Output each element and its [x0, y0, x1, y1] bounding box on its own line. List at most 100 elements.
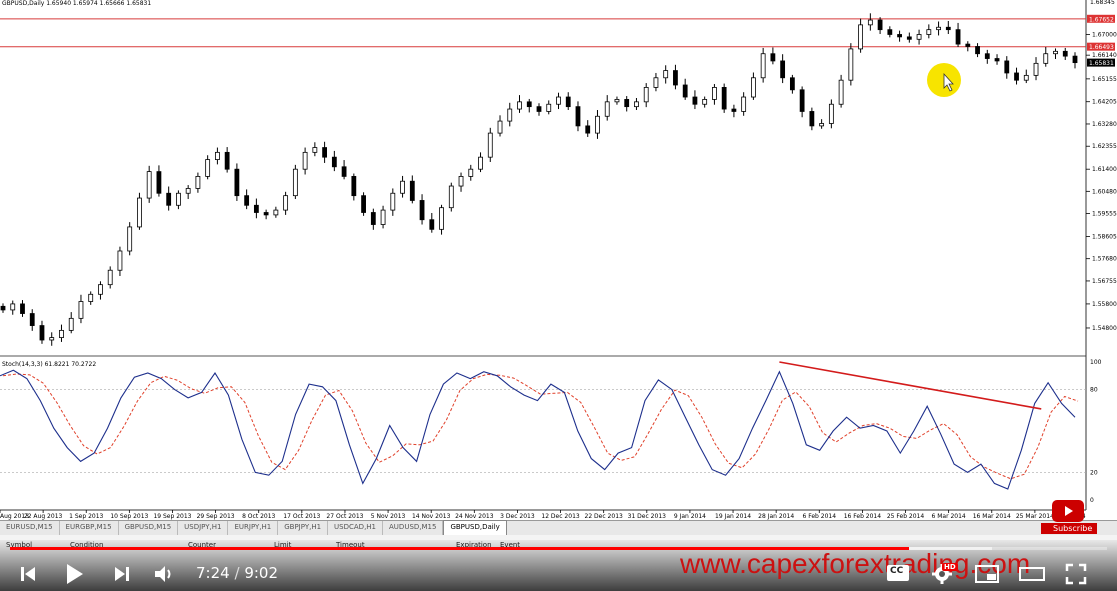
candle-body: [838, 79, 844, 105]
candle-body: [780, 60, 786, 79]
candle-body: [400, 180, 405, 194]
candle-body: [224, 151, 230, 170]
candle-body: [380, 209, 386, 225]
watermark-text: www.capexforextrading.com: [680, 548, 1031, 579]
candle-body: [565, 96, 571, 108]
price-tick-label: 1.56755: [1092, 278, 1117, 285]
candle-body: [595, 115, 600, 134]
play-button[interactable]: [60, 560, 88, 588]
date-tick-label: 19 Sep 2013: [153, 513, 191, 520]
date-tick-label: 1 Sep 2013: [69, 513, 103, 520]
candle-body: [751, 77, 756, 98]
chart-title: GBPUSD,Daily 1.65940 1.65974 1.65666 1.6…: [2, 0, 151, 7]
candle-body: [828, 103, 834, 124]
candle-body: [478, 156, 483, 170]
candle-body: [146, 171, 152, 199]
next-icon: [115, 567, 129, 581]
tab-eurjpy-h1[interactable]: EURJPY,H1: [228, 521, 279, 535]
subscribe-button[interactable]: Subscribe: [1041, 523, 1097, 534]
candle-body: [936, 26, 941, 31]
youtube-logo-icon[interactable]: [1052, 500, 1084, 522]
candle-body: [507, 108, 513, 122]
candle-body: [185, 188, 191, 194]
date-tick-label: 31 Dec 2013: [628, 513, 667, 520]
candle-body: [49, 337, 55, 341]
candle-body: [712, 87, 717, 100]
miniplayer-icon: [975, 565, 999, 583]
date-tick-label: 6 Feb 2014: [803, 513, 837, 520]
candle-body: [448, 185, 454, 209]
candle-body: [10, 303, 16, 311]
symbol-tabs: EURUSD,M15 EURGBP,M15 GBPUSD,M15 USDJPY,H1 E…: [0, 520, 1117, 535]
candle-body: [887, 29, 893, 35]
candle-body: [273, 209, 279, 216]
tab-gbpjpy-h1[interactable]: GBPJPY,H1: [278, 521, 329, 535]
candle-body: [975, 46, 980, 55]
hd-badge: HD: [942, 563, 958, 571]
fullscreen-button[interactable]: [1064, 562, 1088, 586]
candle-body: [702, 99, 708, 105]
tab-eurgbp-m15[interactable]: EURGBP,M15: [60, 521, 119, 535]
candle-body: [721, 87, 727, 110]
candle-body: [1033, 62, 1039, 76]
miniplayer-button[interactable]: [974, 562, 1000, 586]
candle-body: [468, 168, 474, 177]
price-tag-top-label: 1.67652: [1089, 16, 1114, 23]
date-tick-label: 25 Mar 2014: [1016, 513, 1054, 520]
price-tick-label: 1.67000: [1092, 31, 1117, 38]
candle-body: [302, 151, 308, 170]
date-tick-label: 3 Dec 2013: [500, 513, 535, 520]
date-tick-label: 10 Sep 2013: [110, 513, 148, 520]
theater-mode-button[interactable]: [1018, 562, 1046, 586]
price-tick-label: 1.61400: [1092, 166, 1117, 173]
captions-icon: [887, 565, 909, 581]
volume-button[interactable]: [152, 562, 176, 586]
duration: 9:02: [244, 564, 278, 582]
tab-audusd-m15[interactable]: AUDUSD,M15: [383, 521, 444, 535]
previous-button[interactable]: [16, 562, 40, 586]
price-tag-mid: [1087, 42, 1115, 51]
candle-body: [497, 120, 503, 134]
candle-body: [419, 200, 425, 221]
subscribe-label: Subscribe: [1053, 524, 1093, 533]
tab-usdcad-h1[interactable]: USDCAD,H1: [328, 521, 384, 535]
candle-body: [624, 99, 630, 108]
candle-body: [634, 101, 639, 108]
fullscreen-icon: [1065, 563, 1087, 585]
candle-body: [176, 192, 181, 206]
candle-body: [819, 123, 825, 127]
tab-gbpusd-m15[interactable]: GBPUSD,M15: [119, 521, 179, 535]
date-tick-label: 24 Nov 2013: [455, 513, 494, 520]
divergence-trendline[interactable]: [779, 361, 1042, 410]
date-tick-label: 14 Nov 2013: [412, 513, 451, 520]
candle-body: [331, 156, 337, 168]
date-tick-label: 9 Jan 2014: [674, 513, 706, 520]
time-separator: /: [234, 564, 240, 582]
tab-gbpusd-daily[interactable]: GBPUSD,Daily: [443, 520, 507, 535]
play-icon: [67, 564, 83, 584]
next-button[interactable]: [110, 562, 134, 586]
candle-body: [536, 106, 542, 112]
candle-body: [760, 53, 766, 79]
tab-usdjpy-h1[interactable]: USDJPY,H1: [178, 521, 229, 535]
candle-body: [370, 212, 376, 225]
candle-body: [312, 147, 318, 153]
candle-body: [20, 303, 25, 314]
date-tick-label: 16 Feb 2014: [844, 513, 882, 520]
candle-body: [897, 34, 902, 38]
captions-button[interactable]: CC: [886, 563, 910, 583]
candle-body: [322, 147, 328, 158]
candle-body: [663, 70, 669, 79]
price-tick-label: 1.57680: [1092, 256, 1117, 263]
candle-body: [848, 48, 854, 81]
tab-eurusd-m15[interactable]: EURUSD,M15: [0, 521, 60, 535]
price-tick-label: 1.65155: [1092, 76, 1117, 83]
candle-body: [117, 250, 123, 271]
candle-body: [809, 111, 815, 127]
candle-body: [361, 195, 366, 213]
candle-body: [1014, 72, 1019, 81]
theater-icon: [1019, 567, 1045, 581]
candle-body: [789, 77, 795, 91]
price-tick-label: 1.62355: [1092, 143, 1117, 150]
